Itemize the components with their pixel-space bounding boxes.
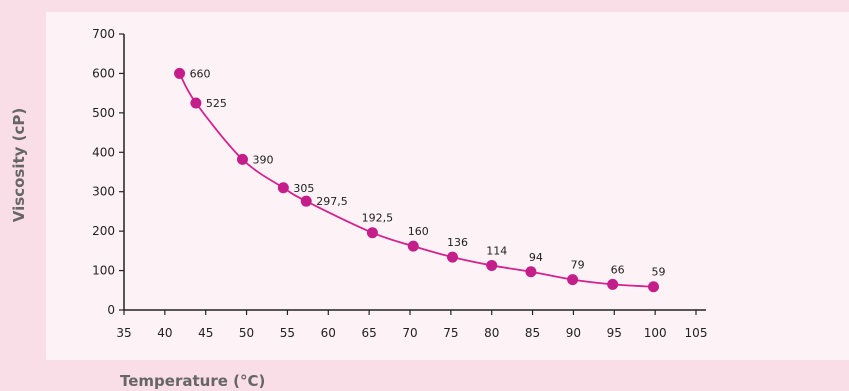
x-tick-label: 60	[321, 326, 336, 340]
trend-curve-group	[178, 72, 654, 288]
y-axis-label: Viscosity (cP)	[10, 107, 29, 223]
chart-axes: 0 100 200 300 400 500 600 700 35 40 45 50 55 60 65 70 75…	[92, 27, 707, 340]
data-point	[607, 278, 619, 290]
x-tick-label: 40	[157, 326, 172, 340]
data-point	[525, 266, 537, 278]
y-tick-label: 300	[92, 185, 115, 199]
x-tick-label: 105	[685, 326, 708, 340]
data-label: 94	[529, 251, 543, 264]
data-point	[277, 182, 289, 194]
data-point	[174, 67, 186, 79]
y-tick-label: 600	[92, 66, 115, 80]
x-tick-label: 85	[525, 326, 540, 340]
y-tick-label: 700	[92, 27, 115, 41]
data-label: 660	[190, 67, 211, 80]
data-label: 525	[206, 97, 227, 110]
x-tick-label: 70	[402, 326, 417, 340]
data-label: 305	[293, 182, 314, 195]
y-axis-label-wrap: Viscosity (cP)	[4, 100, 34, 230]
data-point	[446, 251, 458, 263]
data-label: 390	[252, 153, 273, 166]
data-label: 59	[652, 266, 666, 279]
trend-curve	[178, 72, 654, 288]
y-tick-label: 0	[107, 303, 115, 317]
y-tick-label: 100	[92, 264, 115, 278]
data-point	[486, 259, 498, 271]
data-label: 66	[611, 263, 625, 276]
y-tick-label: 200	[92, 224, 115, 238]
data-label: 114	[486, 244, 507, 257]
x-tick-label: 95	[607, 326, 622, 340]
x-tick-label: 75	[443, 326, 458, 340]
viscosity-chart: 0 100 200 300 400 500 600 700 35 40 45 50 55 60 65 70 75…	[92, 27, 707, 340]
x-tick-label: 35	[116, 326, 131, 340]
data-point	[567, 274, 579, 286]
x-tick-label: 65	[362, 326, 377, 340]
data-point	[407, 240, 419, 252]
data-point	[300, 195, 312, 207]
x-tick-label: 45	[198, 326, 213, 340]
data-point	[236, 153, 248, 165]
data-point	[190, 97, 202, 109]
data-label: 192,5	[362, 212, 394, 225]
y-tick-label: 400	[92, 145, 115, 159]
x-tick-label: 50	[239, 326, 254, 340]
data-label: 297,5	[316, 195, 348, 208]
data-point	[648, 281, 660, 293]
data-label: 79	[571, 259, 585, 272]
data-point	[366, 227, 378, 239]
y-tick-label: 500	[92, 106, 115, 120]
x-tick-label: 55	[280, 326, 295, 340]
data-label: 160	[408, 225, 429, 238]
x-tick-label: 80	[484, 326, 499, 340]
chart-panel: 0 100 200 300 400 500 600 700 35 40 45 50 55 60 65 70 75…	[46, 12, 849, 360]
data-points-group	[174, 67, 660, 293]
x-axis-label: Temperature (°C)	[120, 372, 266, 390]
data-label: 136	[447, 236, 468, 249]
x-tick-label: 100	[644, 326, 667, 340]
x-tick-label: 90	[566, 326, 581, 340]
